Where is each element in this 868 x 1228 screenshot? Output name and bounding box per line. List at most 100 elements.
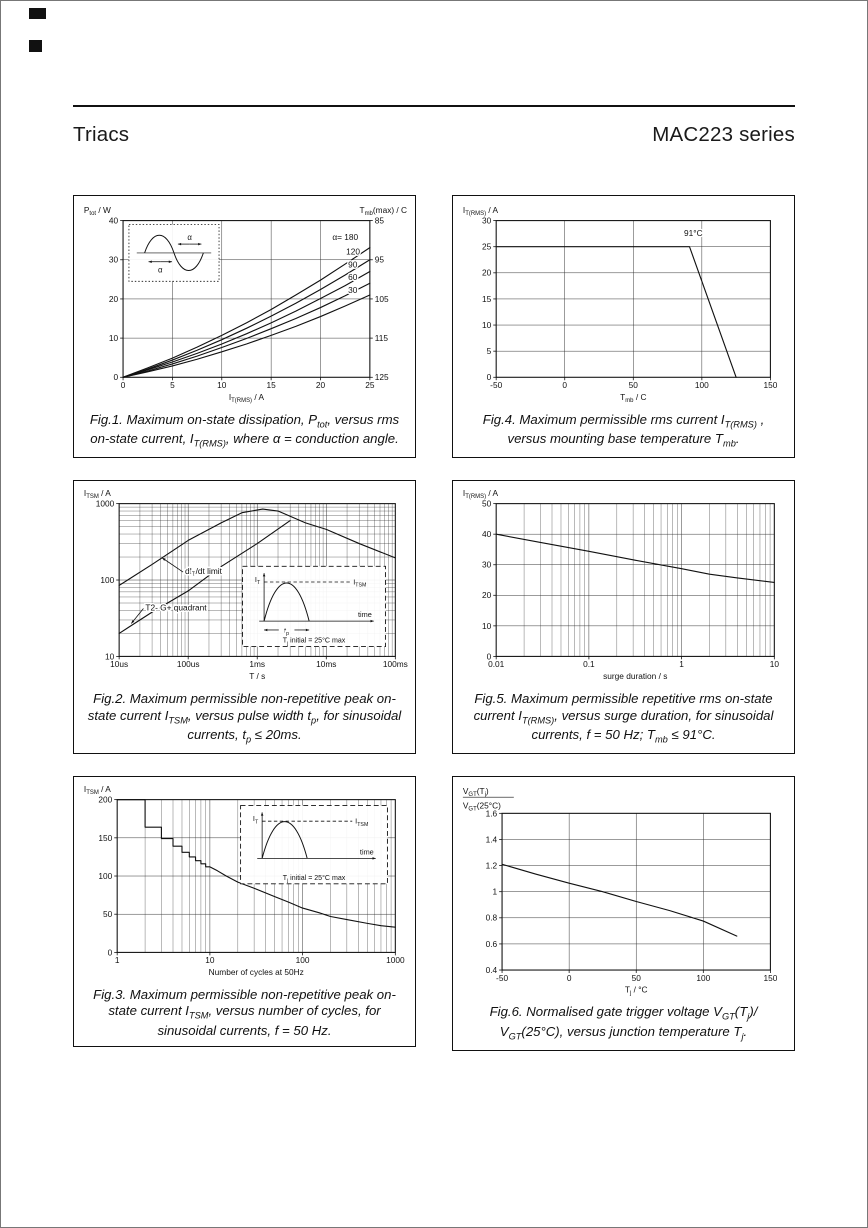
- svg-text:VGT(Tj): VGT(Tj): [463, 786, 489, 798]
- svg-text:ITSM: ITSM: [355, 817, 368, 828]
- svg-text:α= 180: α= 180: [332, 232, 358, 242]
- svg-text:25: 25: [482, 242, 492, 252]
- svg-text:Tmb / C: Tmb / C: [620, 392, 646, 404]
- svg-text:120: 120: [346, 247, 360, 257]
- svg-text:0: 0: [487, 372, 492, 382]
- svg-text:10: 10: [105, 652, 115, 662]
- svg-text:150: 150: [98, 833, 112, 843]
- svg-text:Tj / °C: Tj / °C: [625, 985, 648, 997]
- svg-text:1: 1: [115, 955, 120, 965]
- svg-text:100: 100: [98, 871, 112, 881]
- svg-text:105: 105: [375, 294, 389, 304]
- svg-text:T2- G+ quadrant: T2- G+ quadrant: [145, 603, 207, 613]
- svg-text:95: 95: [375, 255, 385, 265]
- doc-title: MAC223 series: [652, 123, 795, 146]
- svg-text:50: 50: [632, 973, 642, 983]
- svg-text:0.6: 0.6: [486, 939, 498, 949]
- svg-text:IT(RMS) / A: IT(RMS) / A: [463, 205, 499, 217]
- svg-text:1: 1: [493, 887, 498, 897]
- svg-text:5: 5: [170, 380, 175, 390]
- svg-text:100: 100: [695, 380, 709, 390]
- fig2-caption: Fig.2. Maximum permissible non-repetitiv…: [87, 690, 402, 745]
- svg-text:40: 40: [482, 529, 492, 539]
- svg-text:1.2: 1.2: [486, 861, 498, 871]
- svg-text:50: 50: [629, 380, 639, 390]
- figure-2: 10us 100us 1ms 10ms 100ms 10 100 1000 T / s ITSM …: [73, 480, 416, 755]
- svg-text:15: 15: [267, 380, 277, 390]
- svg-text:30: 30: [482, 560, 492, 570]
- svg-text:50: 50: [482, 499, 492, 509]
- figure-3: 1 10 100 1000 0 50 100 150 200 Number of cycles a…: [73, 776, 416, 1048]
- svg-text:60: 60: [348, 272, 358, 282]
- figure-6: -50 0 50 100 150 0.4 0.6 0.8 1 1.2 1.4 1.6 Tj / °C VG…: [452, 776, 795, 1051]
- doc-header: Triacs MAC223 series: [73, 123, 795, 147]
- svg-text:50: 50: [103, 909, 113, 919]
- fig5-chart: 0.01 0.1 1 10 0 10 20 30 40 50 surge duration / s I…: [463, 488, 780, 681]
- svg-text:100: 100: [296, 955, 310, 965]
- fig2-chart: 10us 100us 1ms 10ms 100ms 10 100 1000 T / s ITSM …: [84, 488, 408, 681]
- fig6-caption: Fig.6. Normalised gate trigger voltage V…: [489, 1004, 758, 1042]
- svg-text:200: 200: [98, 795, 112, 805]
- svg-text:10: 10: [482, 621, 492, 631]
- svg-text:10: 10: [482, 320, 492, 330]
- svg-text:surge duration / s: surge duration / s: [603, 671, 667, 681]
- doc-category: Triacs: [73, 123, 130, 146]
- svg-text:20: 20: [109, 294, 119, 304]
- svg-text:α: α: [187, 233, 192, 242]
- svg-text:-50: -50: [496, 973, 508, 983]
- fig1-caption: Fig.1. Maximum on-state dissipation, Pto…: [89, 411, 400, 449]
- figure-4: -50 0 50 100 150 0 5 10 15 20 25 30 Tmb / C IT(RMS) /…: [452, 195, 795, 459]
- page-content: Triacs MAC223 series 0 5 10 15 20 25 0 10 20 30 40…: [73, 105, 795, 1051]
- svg-text:Tj initial = 25°C max: Tj initial = 25°C max: [283, 874, 346, 884]
- svg-text:30: 30: [109, 255, 119, 265]
- svg-text:Ptot / W: Ptot / W: [84, 205, 111, 217]
- fig5-caption: Fig.5. Maximum permissible repetitive rm…: [473, 690, 774, 745]
- svg-text:0.8: 0.8: [486, 913, 498, 923]
- svg-text:100ms: 100ms: [383, 659, 408, 669]
- svg-text:time: time: [358, 610, 372, 619]
- svg-text:150: 150: [763, 380, 777, 390]
- svg-text:IT(RMS) / A: IT(RMS) / A: [463, 488, 499, 500]
- header-rule: [73, 105, 795, 107]
- svg-text:1000: 1000: [96, 499, 115, 509]
- svg-text:90: 90: [348, 260, 358, 270]
- scan-mark-icon: [29, 8, 46, 19]
- svg-text:-50: -50: [490, 380, 502, 390]
- svg-text:10: 10: [109, 333, 119, 343]
- svg-text:0: 0: [114, 372, 119, 382]
- svg-text:85: 85: [375, 216, 385, 226]
- svg-text:1.6: 1.6: [486, 808, 498, 818]
- svg-text:tp: tp: [284, 626, 289, 637]
- svg-text:IT(RMS) / A: IT(RMS) / A: [229, 392, 265, 404]
- svg-text:0: 0: [121, 380, 126, 390]
- svg-text:30: 30: [348, 285, 358, 295]
- svg-text:20: 20: [482, 268, 492, 278]
- fig3-chart: 1 10 100 1000 0 50 100 150 200 Number of cycles a…: [84, 784, 405, 977]
- svg-text:ITSM / A: ITSM / A: [84, 488, 111, 500]
- svg-text:10: 10: [205, 955, 215, 965]
- svg-text:0.1: 0.1: [583, 659, 595, 669]
- svg-text:100: 100: [696, 973, 710, 983]
- svg-text:0.4: 0.4: [486, 965, 498, 975]
- svg-text:20: 20: [482, 590, 492, 600]
- svg-text:20: 20: [316, 380, 326, 390]
- svg-text:IT: IT: [253, 814, 259, 825]
- svg-text:Tj initial = 25°C max: Tj initial = 25°C max: [283, 637, 346, 647]
- svg-text:150: 150: [763, 973, 777, 983]
- svg-text:30: 30: [482, 216, 492, 226]
- fig6-chart: -50 0 50 100 150 0.4 0.6 0.8 1 1.2 1.4 1.6 Tj / °C VG…: [462, 786, 778, 997]
- svg-text:10: 10: [770, 659, 780, 669]
- svg-text:Number of cycles at 50Hz: Number of cycles at 50Hz: [209, 967, 304, 977]
- svg-text:0.01: 0.01: [488, 659, 505, 669]
- svg-text:dIT/dt limit: dIT/dt limit: [185, 566, 223, 578]
- svg-text:T / s: T / s: [249, 671, 265, 681]
- svg-text:100us: 100us: [177, 659, 200, 669]
- svg-text:40: 40: [109, 216, 119, 226]
- fig3-caption: Fig.3. Maximum permissible non-repetitiv…: [93, 986, 396, 1038]
- figure-1: 0 5 10 15 20 25 0 10 20 30 40 IT(RMS) / A Ptot / W 85…: [73, 195, 416, 459]
- svg-text:10us: 10us: [110, 659, 128, 669]
- svg-text:1.4: 1.4: [486, 834, 498, 844]
- svg-text:0: 0: [108, 947, 113, 957]
- svg-text:VGT(25°C): VGT(25°C): [463, 801, 501, 813]
